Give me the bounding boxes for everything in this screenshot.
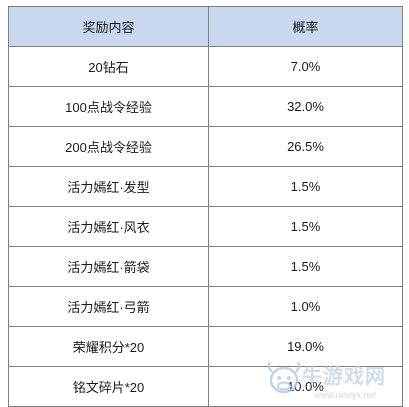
reward-item-cell: 100点战令经验 bbox=[8, 86, 209, 127]
watermark-text: 牛游戏网 bbox=[302, 366, 386, 388]
reward-item-cell: 活力嫣红·弓箭 bbox=[8, 286, 209, 327]
cow-mascot-icon bbox=[267, 361, 301, 394]
probability-cell: 1.0% bbox=[208, 286, 403, 327]
watermark-url: www.newyx.net bbox=[314, 390, 377, 400]
site-watermark: 牛游戏网 www.newyx.net bbox=[262, 354, 409, 403]
probability-cell: 1.5% bbox=[208, 246, 403, 287]
reward-item-cell: 200点战令经验 bbox=[8, 126, 209, 167]
probability-cell: 7.0% bbox=[208, 46, 403, 87]
table-row: 200点战令经验 26.5% bbox=[8, 126, 403, 167]
reward-item-cell: 活力嫣红·发型 bbox=[8, 166, 209, 207]
reward-item-cell: 活力嫣红·风衣 bbox=[8, 206, 209, 247]
probability-cell: 32.0% bbox=[208, 86, 403, 127]
probability-cell: 1.5% bbox=[208, 166, 403, 207]
table-row: 荣耀积分*20 19.0% bbox=[8, 326, 403, 367]
probability-cell: 26.5% bbox=[208, 126, 403, 167]
table-row: 100点战令经验 32.0% bbox=[8, 86, 403, 127]
header-probability: 概率 bbox=[208, 6, 403, 47]
probability-cell: 19.0% bbox=[208, 326, 403, 367]
header-reward-content: 奖励内容 bbox=[8, 6, 209, 47]
reward-item-cell: 活力嫣红·箭袋 bbox=[8, 246, 209, 287]
reward-item-cell: 荣耀积分*20 bbox=[8, 326, 209, 367]
reward-probability-table: 奖励内容 概率 20钻石 7.0% 100点战令经验 32.0% 200点战令经… bbox=[8, 6, 403, 407]
table-row: 活力嫣红·发型 1.5% bbox=[8, 166, 403, 207]
table-row: 活力嫣红·风衣 1.5% bbox=[8, 206, 403, 247]
reward-item-cell: 20钻石 bbox=[8, 46, 209, 87]
probability-cell: 1.5% bbox=[208, 206, 403, 247]
reward-item-cell: 铭文碎片*20 bbox=[8, 366, 209, 407]
table-header-row: 奖励内容 概率 bbox=[8, 6, 403, 47]
table-row: 20钻石 7.0% bbox=[8, 46, 403, 87]
table-row: 活力嫣红·箭袋 1.5% bbox=[8, 246, 403, 287]
table-row: 活力嫣红·弓箭 1.0% bbox=[8, 286, 403, 327]
